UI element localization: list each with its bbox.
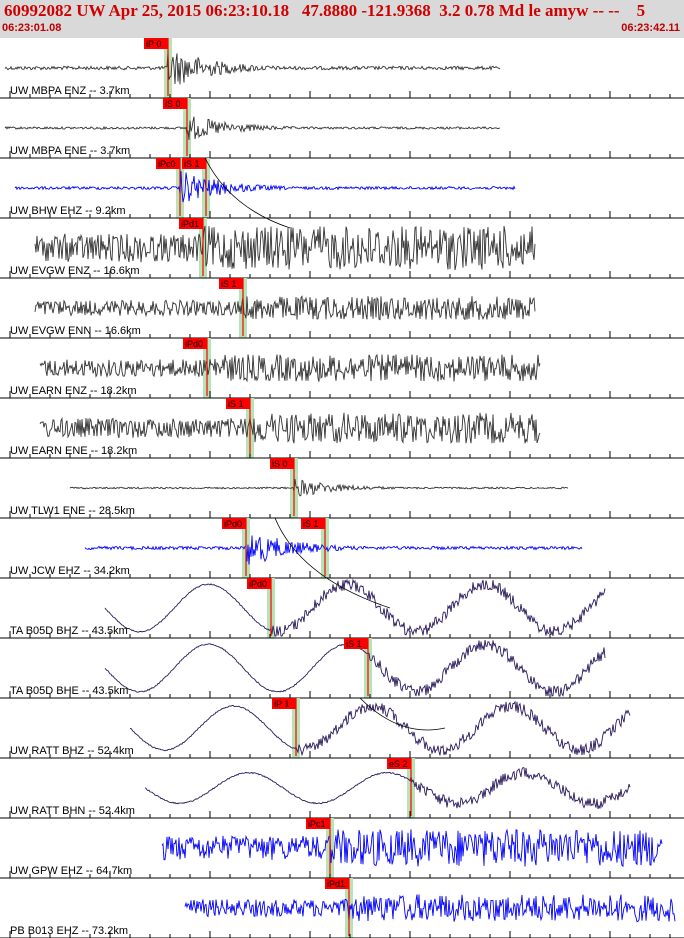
channel-row[interactable]: iS 1 UW EVGW ENN -- 16.6km [0,278,684,339]
pick-label: iS 1 [346,639,362,649]
channel-label: UW EVGW ENN -- 16.6km [10,325,141,337]
waveform-trace[interactable] [161,828,663,868]
waveform-trace[interactable] [14,171,516,203]
channel-row[interactable]: iPd0 UW EARN ENZ -- 18.2km [0,338,684,399]
pick-label: iS 1 [221,279,237,289]
pick-flag[interactable] [222,518,246,529]
channel-label: UW EARN ENZ -- 18.2km [10,385,137,397]
trace-panel[interactable]: iP 0 UW MBPA ENZ -- 3.7km iS 0 UW MBPA ENE … [0,38,684,938]
pick-flag[interactable] [179,218,203,229]
pick-flag[interactable] [163,98,187,109]
pick-label: iS 1 [184,159,200,169]
pick-label: iPd0 [185,339,203,349]
pick-flag[interactable] [247,578,271,589]
channel-label: PB B013 EHZ -- 73.2km [10,925,128,937]
channel-label: UW RATT BHN -- 52.4km [10,805,135,817]
channel-label: UW JCW EHZ -- 34.2km [10,565,130,577]
pick-flag[interactable] [344,638,368,649]
pick-label: iS 1 [303,519,319,529]
pick-flag[interactable] [156,158,180,169]
pick-label: iPc1 [308,819,326,829]
channel-row[interactable]: iS 1 TA B05D BHE -- 43.5km [0,638,684,699]
waveform-trace[interactable] [34,225,536,271]
waveform-trace[interactable] [69,478,569,497]
channel-label: TA B05D BHE -- 43.5km [10,685,128,697]
channel-label: UW MBPA ENZ -- 3.7km [10,85,130,97]
waveform-trace[interactable] [39,412,541,444]
pick-label: iPd1 [181,219,199,229]
pick-flag[interactable] [387,758,411,769]
pick-flag[interactable] [301,518,325,529]
channel-row[interactable]: iPd0 iS 1 UW JCW EHZ -- 34.2km [0,518,684,579]
channel-row[interactable]: iPd0 TA B05D BHZ -- 43.5km [0,578,684,639]
channel-label: UW TLW1 ENE -- 28.5km [10,505,135,517]
channel-label: UW BHW EHZ -- 9.2km [10,205,126,217]
pick-label: eS 2 [389,759,408,769]
channel-label: UW MBPA ENE -- 3.7km [10,145,130,157]
pick-label: iPd0 [249,579,267,589]
waveform-trace[interactable] [34,295,536,321]
channel-row[interactable]: iS 0 UW TLW1 ENE -- 28.5km [0,458,684,519]
waveform-trace[interactable] [144,766,631,810]
channel-label: UW GPW EHZ -- 64.7km [10,865,132,877]
channel-row[interactable]: iPd1 UW EVGW ENZ -- 16.6km [0,218,684,279]
event-header: 60992082 UW Apr 25, 2015 06:23:10.18 47.… [0,0,684,38]
pick-label: iS 0 [272,459,288,469]
pick-flag[interactable] [306,818,330,829]
pick-label: iS 1 [228,399,244,409]
waveform-trace[interactable] [129,700,631,757]
pick-flag[interactable] [272,698,296,709]
start-time: 06:23:01.08 [2,22,62,34]
pick-flag[interactable] [219,278,243,289]
channel-row[interactable]: iPc1 UW GPW EHZ -- 64.7km [0,818,684,879]
pick-label: iPd0 [224,519,242,529]
waveform-trace[interactable] [4,51,501,85]
waveform-trace[interactable] [84,535,583,565]
end-time: 06:23:42.11 [621,22,680,34]
channel-row[interactable]: iP 1 UW RATT BHZ -- 52.4km [0,698,684,759]
pick-flag[interactable] [182,158,206,169]
channel-row[interactable]: iPc0 iS 1 UW BHW EHZ -- 9.2km [0,158,684,219]
event-title: 60992082 UW Apr 25, 2015 06:23:10.18 47.… [4,1,646,20]
pick-label: iP 0 [146,39,161,49]
pick-label: iS 0 [165,99,181,109]
pick-flag[interactable] [144,38,168,49]
pick-label: iP 1 [274,699,289,709]
pick-flag[interactable] [183,338,207,349]
channel-row[interactable]: iS 0 UW MBPA ENE -- 3.7km [0,98,684,159]
channel-row[interactable]: iP 0 UW MBPA ENZ -- 3.7km [0,38,684,99]
channel-label: UW RATT BHZ -- 52.4km [10,745,134,757]
waveform-trace[interactable] [4,116,501,140]
channel-label: UW EARN ENE -- 18.2km [10,445,137,457]
pick-label: iPd1 [327,879,345,889]
moveout-curve [204,157,446,731]
waveform-trace[interactable] [184,894,676,923]
channel-label: UW EVGW ENZ -- 16.6km [10,265,140,277]
pick-label: iPc0 [158,159,176,169]
waveform-trace[interactable] [39,353,541,383]
channel-label: TA B05D BHZ -- 43.5km [10,625,128,637]
channel-row[interactable]: eS 2 UW RATT BHN -- 52.4km [0,758,684,819]
channel-row[interactable]: iPd1 PB B013 EHZ -- 73.2km [0,878,684,938]
pick-flag[interactable] [226,398,250,409]
pick-flag[interactable] [270,458,294,469]
pick-flag[interactable] [325,878,349,889]
waveform-trace[interactable] [104,578,606,637]
channel-row[interactable]: iS 1 UW EARN ENE -- 18.2km [0,398,684,459]
